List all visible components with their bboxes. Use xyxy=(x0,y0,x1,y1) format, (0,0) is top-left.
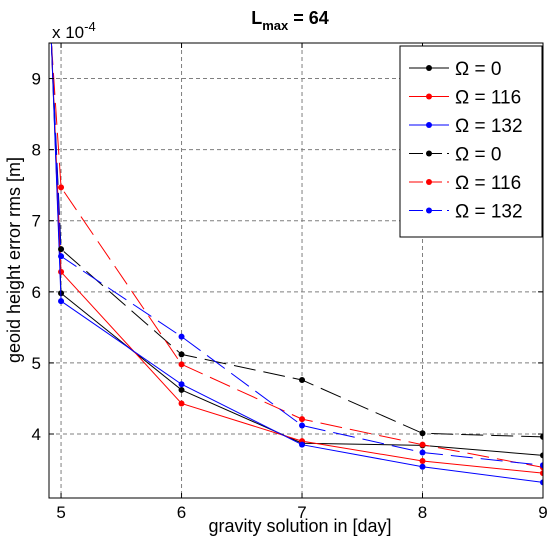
data-point xyxy=(540,452,543,459)
legend-marker xyxy=(426,122,432,128)
data-point xyxy=(419,458,426,465)
data-point xyxy=(58,298,65,305)
plot-frame xyxy=(48,42,544,499)
data-point xyxy=(178,400,185,407)
data-point xyxy=(178,333,185,340)
legend-label: Ω = 116 xyxy=(455,173,521,194)
legend-marker xyxy=(426,65,432,71)
y-exponent-prefix: x 10 xyxy=(52,23,84,42)
chart-title: Lmax = 64 xyxy=(251,8,329,33)
legend-marker xyxy=(426,93,432,100)
data-point xyxy=(540,433,543,440)
chart-title-rest: = 64 xyxy=(288,8,329,28)
legend-entry: Ω = 132 xyxy=(409,202,523,223)
series-line xyxy=(50,43,543,468)
data-point xyxy=(178,386,185,393)
y-tick-label: 6 xyxy=(32,283,41,302)
legend-entry: Ω = 116 xyxy=(409,173,521,194)
legend-marker xyxy=(426,207,432,214)
legend-entry: Ω = 132 xyxy=(409,116,523,137)
data-point xyxy=(178,361,185,368)
data-point xyxy=(540,470,543,477)
y-exponent-power: -4 xyxy=(84,19,96,34)
chart-title-subscript: max xyxy=(262,18,289,33)
data-point xyxy=(540,462,543,469)
x-tick-label: 6 xyxy=(177,503,186,522)
data-point xyxy=(58,253,65,260)
legend-label: Ω = 0 xyxy=(455,59,501,80)
legend-entry: Ω = 116 xyxy=(409,88,521,109)
y-exponent-label: x 10-4 xyxy=(52,19,96,42)
x-tick-label: 8 xyxy=(418,503,427,522)
data-point xyxy=(419,463,426,470)
legend-entry: Ω = 0 xyxy=(409,59,501,80)
x-axis-label: gravity solution in [day] xyxy=(208,516,391,536)
x-tick-label: 5 xyxy=(56,503,65,522)
data-point xyxy=(419,449,426,456)
y-tick-label: 5 xyxy=(32,354,41,373)
data-point xyxy=(58,268,65,275)
x-tick-label: 7 xyxy=(297,503,306,522)
y-tick-label: 4 xyxy=(32,425,41,444)
legend: Ω = 0 Ω = 116 Ω = 132 Ω = 0 Ω = 116 Ω = 132 xyxy=(399,45,543,238)
series-line xyxy=(50,43,543,466)
legend-label: Ω = 132 xyxy=(455,202,523,223)
data-point xyxy=(299,416,306,423)
data-point xyxy=(419,430,426,437)
chart-title-main: L xyxy=(251,8,262,28)
legend-label: Ω = 132 xyxy=(455,116,523,137)
series-6 xyxy=(50,43,543,469)
data-point xyxy=(58,246,65,253)
data-point xyxy=(178,381,185,388)
y-axis-label: geoid height error rms [m] xyxy=(4,157,24,363)
data-point xyxy=(58,184,65,191)
data-point xyxy=(299,376,306,383)
data-point xyxy=(540,479,543,486)
x-tick-label: 9 xyxy=(538,503,547,522)
legend-marker xyxy=(426,179,432,185)
data-point xyxy=(178,351,185,358)
data-point xyxy=(419,441,426,448)
series-line xyxy=(50,43,543,474)
y-tick-label: 8 xyxy=(32,141,41,160)
series-lines xyxy=(50,43,543,486)
y-tick-label: 7 xyxy=(32,212,41,231)
data-point xyxy=(299,422,306,429)
data-point xyxy=(299,441,306,448)
axis-ticks: 5 6 7 8 9 4 5 6 7 8 9 xyxy=(32,43,548,522)
legend-marker xyxy=(426,150,432,157)
legend-label: Ω = 0 xyxy=(455,145,501,166)
legend-items: Ω = 0 Ω = 116 Ω = 132 Ω = 0 Ω = 116 Ω = 132 xyxy=(409,59,523,223)
legend-box xyxy=(399,45,543,238)
legend-entry: Ω = 0 xyxy=(409,145,501,166)
y-tick-label: 9 xyxy=(32,70,41,89)
legend-label: Ω = 116 xyxy=(455,88,521,109)
